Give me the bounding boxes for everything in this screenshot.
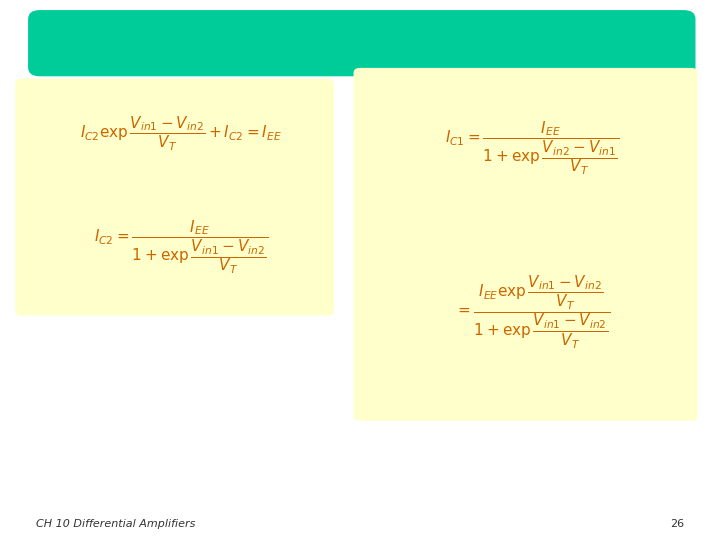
Text: $I_{C1} = \dfrac{I_{EE}}{1 + \exp\dfrac{V_{in2} - V_{in1}}{V_T}}$: $I_{C1} = \dfrac{I_{EE}}{1 + \exp\dfrac{… (445, 119, 619, 177)
FancyBboxPatch shape (354, 69, 697, 420)
Text: $I_{C2} = \dfrac{I_{EE}}{1 + \exp\dfrac{V_{in1} - V_{in2}}{V_T}}$: $I_{C2} = \dfrac{I_{EE}}{1 + \exp\dfrac{… (94, 218, 268, 276)
Text: $= \dfrac{I_{EE} \exp\dfrac{V_{in1} - V_{in2}}{V_T}}{1 + \exp\dfrac{V_{in1} - V_: $= \dfrac{I_{EE} \exp\dfrac{V_{in1} - V_… (454, 274, 610, 352)
FancyBboxPatch shape (16, 79, 333, 315)
Text: $I_{C2} \exp\dfrac{V_{in1} - V_{in2}}{V_T} + I_{C2} = I_{EE}$: $I_{C2} \exp\dfrac{V_{in1} - V_{in2}}{V_… (80, 114, 282, 153)
FancyBboxPatch shape (29, 11, 695, 76)
Text: 26: 26 (670, 519, 684, 529)
Text: CH 10 Differential Amplifiers: CH 10 Differential Amplifiers (36, 519, 195, 529)
